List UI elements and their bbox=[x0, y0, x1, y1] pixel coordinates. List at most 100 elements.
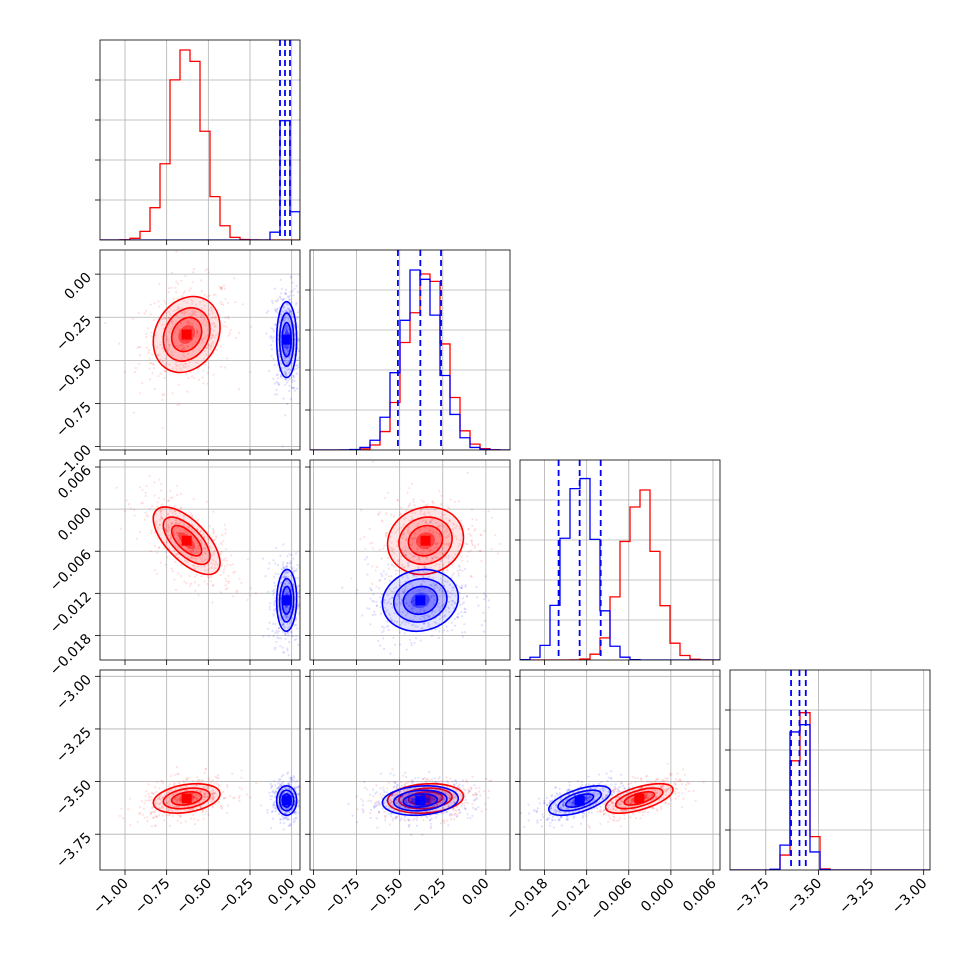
sample-point bbox=[297, 339, 300, 343]
sample-point bbox=[193, 823, 196, 826]
sample-point bbox=[210, 792, 213, 795]
sample-point bbox=[408, 780, 411, 783]
sample-point bbox=[377, 811, 381, 814]
sample-point bbox=[222, 303, 225, 306]
sample-point bbox=[295, 364, 298, 367]
sample-point bbox=[173, 534, 176, 537]
sample-point bbox=[433, 508, 436, 512]
sample-point bbox=[400, 800, 403, 804]
sample-point bbox=[448, 583, 451, 587]
sample-point bbox=[219, 553, 222, 556]
sample-point bbox=[285, 811, 288, 814]
sample-point bbox=[165, 362, 168, 365]
sample-point bbox=[179, 799, 182, 802]
sample-point bbox=[441, 556, 444, 559]
sample-point bbox=[182, 366, 185, 369]
sample-point bbox=[371, 565, 374, 568]
sample-point bbox=[213, 325, 216, 328]
sample-point bbox=[428, 512, 431, 515]
sample-point bbox=[437, 526, 440, 529]
sample-point bbox=[451, 813, 454, 817]
sample-point bbox=[295, 635, 298, 638]
sample-point bbox=[194, 551, 197, 555]
sample-point bbox=[651, 807, 654, 810]
sample-point bbox=[408, 502, 412, 505]
sample-point bbox=[186, 390, 189, 393]
sample-point bbox=[176, 531, 179, 534]
sample-point bbox=[437, 781, 440, 784]
sample-point bbox=[178, 317, 181, 320]
sample-point bbox=[161, 796, 164, 799]
sample-point bbox=[207, 345, 210, 348]
sample-point bbox=[440, 587, 443, 590]
sample-point bbox=[283, 817, 286, 820]
sample-point bbox=[645, 793, 649, 797]
sample-point bbox=[282, 631, 285, 634]
sample-point bbox=[388, 598, 391, 601]
sample-point bbox=[179, 339, 182, 342]
sample-point bbox=[439, 795, 443, 798]
sample-point bbox=[306, 602, 308, 604]
sample-point bbox=[158, 305, 161, 308]
sample-point bbox=[183, 362, 186, 365]
sample-point bbox=[296, 325, 299, 328]
sample-point bbox=[182, 364, 185, 367]
sample-point bbox=[281, 818, 285, 821]
sample-point bbox=[185, 321, 188, 324]
sample-point bbox=[426, 791, 429, 794]
sample-point bbox=[150, 825, 154, 828]
sample-point bbox=[416, 611, 419, 614]
sample-point bbox=[285, 326, 288, 330]
sample-point bbox=[197, 378, 200, 381]
sample-point bbox=[415, 575, 418, 578]
sample-point bbox=[208, 347, 212, 350]
sample-point bbox=[196, 519, 200, 522]
sample-point bbox=[485, 777, 488, 781]
sample-point bbox=[156, 802, 159, 805]
sample-point bbox=[612, 802, 615, 805]
sample-point bbox=[422, 549, 425, 552]
sample-point bbox=[480, 624, 483, 627]
sample-point bbox=[158, 358, 162, 361]
sample-point bbox=[424, 777, 427, 780]
sample-point bbox=[447, 797, 450, 800]
sample-point bbox=[178, 534, 181, 537]
sample-point bbox=[418, 528, 421, 532]
sample-point bbox=[301, 355, 303, 357]
sample-point bbox=[205, 500, 208, 503]
sample-point bbox=[466, 555, 469, 558]
sample-point bbox=[417, 566, 420, 569]
sample-point bbox=[192, 333, 195, 336]
sample-point bbox=[379, 793, 382, 796]
sample-point bbox=[274, 599, 277, 602]
sample-point bbox=[175, 345, 179, 348]
sample-point bbox=[212, 510, 215, 513]
sample-point bbox=[284, 377, 287, 381]
sample-point bbox=[452, 808, 455, 811]
sample-point bbox=[405, 574, 408, 577]
sample-point bbox=[168, 800, 171, 803]
sample-point bbox=[453, 813, 456, 816]
sample-point bbox=[171, 323, 174, 326]
sample-point bbox=[204, 546, 207, 550]
sample-point bbox=[427, 802, 430, 805]
sample-point bbox=[279, 278, 282, 281]
sample-point bbox=[464, 788, 467, 792]
sample-point bbox=[378, 579, 381, 583]
sample-point bbox=[443, 821, 446, 825]
sample-point bbox=[350, 577, 353, 580]
sample-point bbox=[162, 327, 165, 330]
sample-point bbox=[416, 550, 419, 554]
sample-point bbox=[448, 543, 451, 546]
sample-point bbox=[369, 793, 372, 796]
sample-point bbox=[403, 815, 407, 818]
sample-point bbox=[465, 798, 468, 802]
sample-point bbox=[390, 563, 393, 567]
sample-point bbox=[466, 528, 470, 531]
sample-point bbox=[397, 802, 400, 805]
sample-point bbox=[178, 531, 181, 534]
sample-point bbox=[285, 329, 289, 332]
sample-point bbox=[281, 576, 284, 579]
sample-point bbox=[458, 812, 461, 815]
sample-point bbox=[436, 803, 439, 806]
